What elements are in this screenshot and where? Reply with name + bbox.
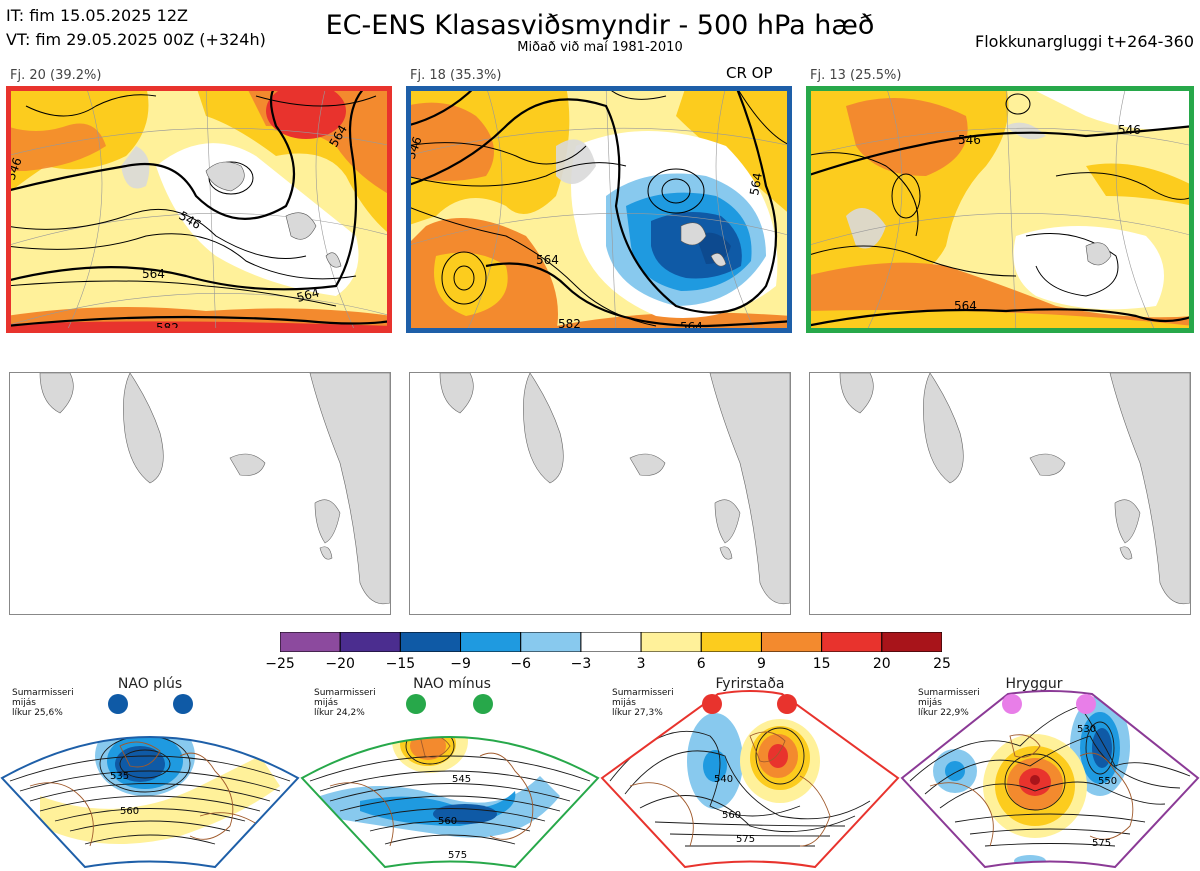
cluster-2-tag: CR OP [726,64,773,82]
colorbar-swatches [279,631,943,653]
colorbar-tick-label: −3 [570,656,592,672]
contour-label: 540 [714,774,733,785]
cluster-3-frame [806,86,1194,333]
page-subtitle: Miðað við maí 1981-2010 [517,40,683,55]
colorbar-swatch [460,631,522,653]
regime-marker [406,694,426,714]
colorbar-swatch [760,631,823,653]
colorbar-tick-label: −20 [325,656,355,672]
contour-label: 564 [142,267,165,281]
regime-frame [0,736,300,869]
cluster-1-frame [6,86,392,333]
colorbar-swatch [399,631,462,653]
colorbar-tick-label: 3 [636,656,646,672]
contour-label: 564 [295,285,321,304]
cluster-2-frame [406,86,792,333]
contour-label: 564 [536,253,559,267]
regime-marker [108,694,128,714]
colorbar-tick-label: −6 [510,656,532,672]
colorbar-tick-label: 6 [696,656,706,672]
colorbar-ticks: −25 −20 −15 −9 −6 −3 3 6 9 15 20 25 [265,656,951,674]
regime-note: Sumarmisseri mijás líkur 27,3% [612,688,674,718]
colorbar-tick-label: 20 [872,656,891,672]
contour-label: 550 [1098,776,1117,787]
contour-label: 545 [452,774,471,785]
init-time: IT: fim 15.05.2025 12Z [6,6,188,25]
regime-name: NAO mínus [413,676,491,692]
contour-label: 560 [438,816,457,827]
regime-marker [1076,694,1096,714]
empty-map-1[interactable] [9,372,391,615]
colorbar-tick-label: 9 [756,656,766,672]
colorbar-tick-label: 25 [933,656,951,672]
regime-marker [173,694,193,714]
contour-label: 582 [558,317,581,331]
contour-label: 575 [448,850,467,861]
cluster-2-label: Fj. 18 (35.3%) [410,68,502,83]
regime-note: Sumarmisseri mijás líkur 22,9% [918,688,980,718]
empty-map-2[interactable] [409,372,791,615]
regime-note: Sumarmisseri mijás líkur 25,6% [12,688,74,718]
regime-nao-plus[interactable]: Sumarmisseri mijás líkur 25,6% NAO plús [0,676,300,871]
regime-marker [777,694,797,714]
regime-blocking[interactable]: Sumarmisseri mijás líkur 27,3% Fyrirstað… [600,676,900,871]
contour-label: 560 [120,806,139,817]
colorbar [279,631,943,653]
contour-label: 546 [958,133,981,147]
regime-frame [300,736,600,869]
contour-label: 575 [736,834,755,845]
regime-marker [702,694,722,714]
contour-label: 564 [747,172,765,197]
regime-marker [1002,694,1022,714]
regime-name: Fyrirstaða [715,676,785,692]
page-title: EC-ENS Klasasviðsmyndir - 500 hPa hæð [325,10,875,41]
contour-label: 546 [1118,123,1141,137]
colorbar-swatch [339,631,401,653]
cluster-3-map[interactable]: 546 546 564 [806,86,1194,333]
colorbar-swatch [640,631,702,653]
regime-note: Sumarmisseri mijás líkur 24,2% [314,688,376,718]
cluster-3-label: Fj. 13 (25.5%) [810,68,902,83]
contour-label: 530 [1077,724,1096,735]
contour-label: 564 [954,299,977,313]
colorbar-tick-label: −15 [385,656,416,672]
colorbar-swatch [881,631,943,653]
colorbar-swatch [279,631,341,653]
cluster-1-map[interactable]: 546 546 564 564 564 582 [6,86,392,333]
cluster-1-label: Fj. 20 (39.2%) [10,68,102,83]
colorbar-swatch [821,631,883,653]
classification-window: Flokkunargluggi t+264-360 [975,32,1194,51]
cluster-2-map[interactable]: 546 564 564 564 582 [406,86,792,333]
colorbar-tick-label: 15 [812,656,831,672]
regime-frame [600,690,900,869]
regime-frame [900,690,1200,869]
colorbar-tick-label: −25 [265,656,295,672]
colorbar-swatch [520,631,582,653]
contour-label: 560 [722,810,741,821]
regime-nao-minus[interactable]: Sumarmisseri mijás líkur 24,2% NAO mínus [300,676,600,871]
colorbar-tick-label: −9 [450,656,471,672]
colorbar-swatch [700,631,762,653]
regime-marker [473,694,493,714]
valid-time: VT: fim 29.05.2025 00Z (+324h) [6,30,266,49]
colorbar-swatch [580,631,642,653]
contour-label: 575 [1092,838,1111,849]
contour-label: 535 [110,771,129,782]
empty-map-3[interactable] [809,372,1191,615]
regime-name: NAO plús [117,676,183,692]
regime-name: Hryggur [1005,676,1063,692]
regime-ridge[interactable]: Sumarmisseri mijás líkur 22,9% Hryggur [900,676,1200,871]
